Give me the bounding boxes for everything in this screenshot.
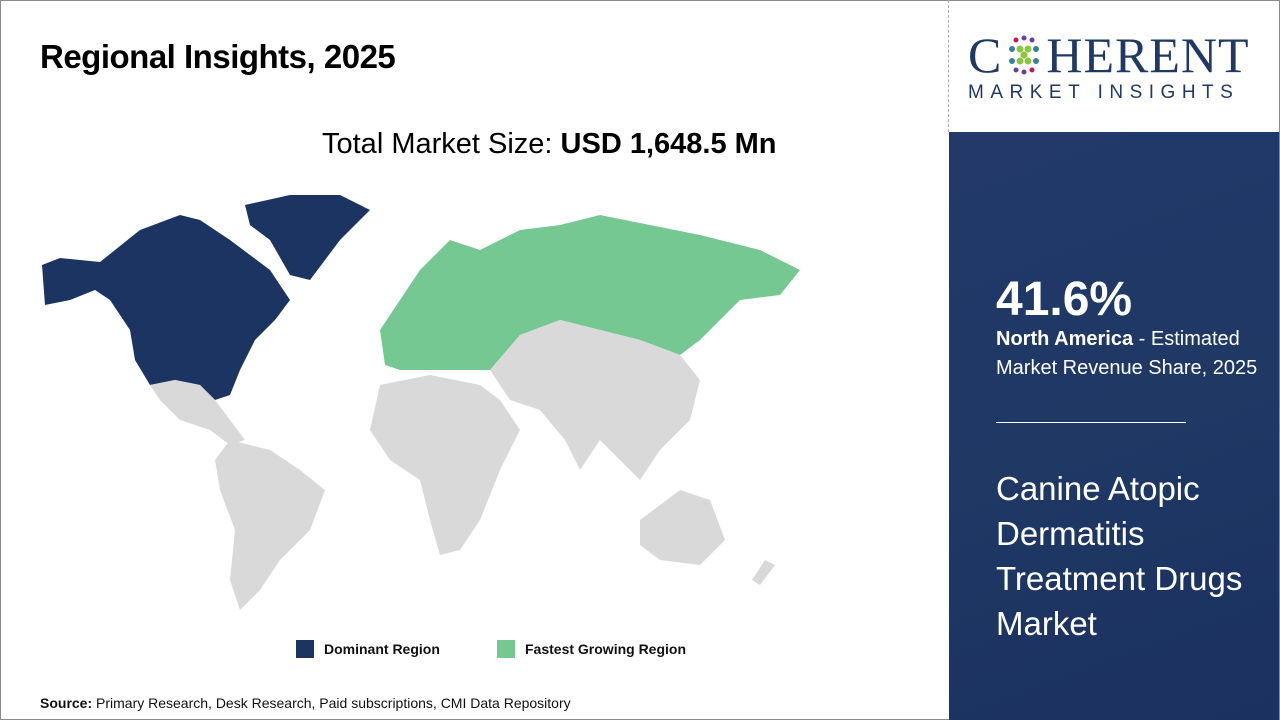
legend-fastest: Fastest Growing Region: [497, 640, 686, 658]
company-logo: C HERENT MARKET INSIGHTS: [968, 30, 1268, 104]
region-greenland: [245, 195, 370, 280]
share-desc-text: - Estimated Market Revenue Share, 2025: [996, 328, 1258, 379]
region-africa: [370, 375, 520, 555]
share-description: North America - Estimated Market Revenue…: [996, 325, 1266, 383]
logo-wordmark: C HERENT: [968, 27, 1250, 83]
region-new-zealand: [752, 560, 775, 585]
total-market-size: Total Market Size: USD 1,648.5 Mn: [322, 128, 777, 161]
summary-panel: 41.6% North America - Estimated Market R…: [949, 132, 1279, 720]
legend-dominant: Dominant Region: [296, 640, 440, 658]
share-value: 41.6%: [996, 273, 1133, 326]
region-name: North America: [996, 328, 1134, 350]
legend-swatch-fastest: [497, 640, 515, 658]
page-title: Regional Insights, 2025: [40, 38, 396, 75]
region-europe-russia: [380, 215, 800, 370]
globe-dots-icon: [1009, 35, 1040, 75]
region-north-america: [42, 215, 290, 400]
source-note: Source: Primary Research, Desk Research,…: [40, 695, 571, 711]
region-south-america: [215, 440, 325, 610]
region-central-america: [150, 380, 245, 445]
legend-swatch-dominant: [296, 640, 314, 658]
divider: [948, 0, 949, 132]
world-map: [42, 195, 800, 610]
panel-divider: [996, 422, 1186, 423]
region-asia: [490, 320, 700, 480]
source-label: Source:: [40, 695, 93, 711]
legend-label: Dominant Region: [324, 641, 440, 657]
market-name: Canine Atopic Dermatitis Treatment Drugs…: [996, 470, 1243, 642]
market-size-value: USD 1,648.5 Mn: [560, 128, 777, 160]
market-size-label: Total Market Size:: [322, 128, 561, 160]
logo-tagline: MARKET INSIGHTS: [968, 82, 1240, 103]
source-text: Primary Research, Desk Research, Paid su…: [92, 695, 571, 711]
region-australia: [640, 490, 725, 565]
legend-label: Fastest Growing Region: [525, 641, 687, 657]
